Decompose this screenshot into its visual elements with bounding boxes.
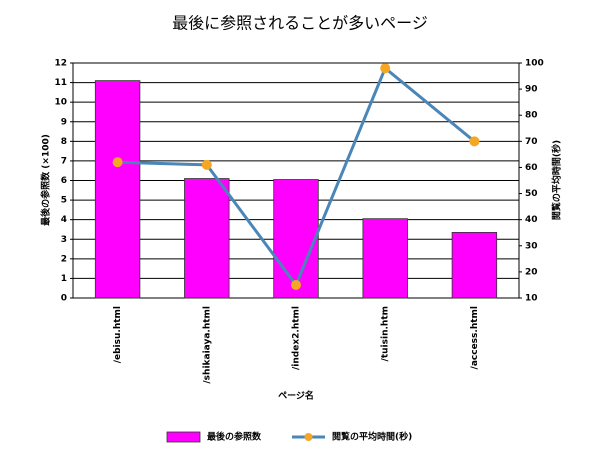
legend-marker <box>304 433 313 441</box>
y2-tick-label: 100 <box>525 59 544 69</box>
y-tick-label: 2 <box>61 254 67 264</box>
y-tick-label: 9 <box>61 117 67 127</box>
y-tick-label: 10 <box>54 98 67 108</box>
y2-tick-label: 70 <box>525 137 538 147</box>
y-tick-label: 3 <box>61 235 67 245</box>
y-tick-label: 0 <box>61 294 67 304</box>
legend-label: 閲覧の平均時間(秒) <box>332 431 412 443</box>
y-tick-label: 4 <box>61 215 67 225</box>
y-tick-label: 8 <box>61 137 67 147</box>
y2-tick-label: 30 <box>525 241 538 251</box>
y-tick-label: 11 <box>54 78 67 88</box>
y2-tick-label: 60 <box>525 163 538 173</box>
y2-tick-label: 90 <box>525 85 538 95</box>
y2-tick-label: 80 <box>525 111 538 121</box>
y2-tick-label: 20 <box>525 267 538 277</box>
x-axis-title: ページ名 <box>278 390 314 402</box>
marker <box>469 136 480 147</box>
legend-label: 最後の参照数 <box>207 431 262 443</box>
x-tick-label: /shikaiaya.html <box>202 306 212 384</box>
marker <box>291 279 301 290</box>
y-tick-label: 1 <box>61 274 67 284</box>
x-tick-label: /index2.html <box>292 306 302 370</box>
y2-tick-label: 10 <box>525 294 538 304</box>
x-tick-label: /ebisu.html <box>113 306 123 363</box>
bar <box>362 218 408 299</box>
legend-swatch <box>166 431 201 443</box>
marker <box>112 157 123 168</box>
bar <box>273 179 319 299</box>
y2-tick-label: 40 <box>525 215 538 225</box>
bar <box>184 178 230 299</box>
y-tick-label: 5 <box>61 196 67 206</box>
bar <box>94 80 141 299</box>
chart-title: 最後に参照されることが多いページ <box>172 14 428 33</box>
y2-tick-label: 50 <box>525 189 538 199</box>
bar <box>451 231 498 299</box>
marker <box>201 159 212 170</box>
y-tick-label: 7 <box>61 156 67 166</box>
y-tick-label: 6 <box>61 176 67 186</box>
x-tick-label: /access.html <box>470 306 480 369</box>
marker <box>380 63 391 74</box>
y2-axis-title: 閲覧の平均時間(秒) <box>551 140 563 220</box>
x-tick-label: /tuisin.htm <box>381 306 391 361</box>
y-axis-title: 最後の参照数 (×100) <box>40 134 52 226</box>
y-tick-label: 12 <box>54 59 67 69</box>
